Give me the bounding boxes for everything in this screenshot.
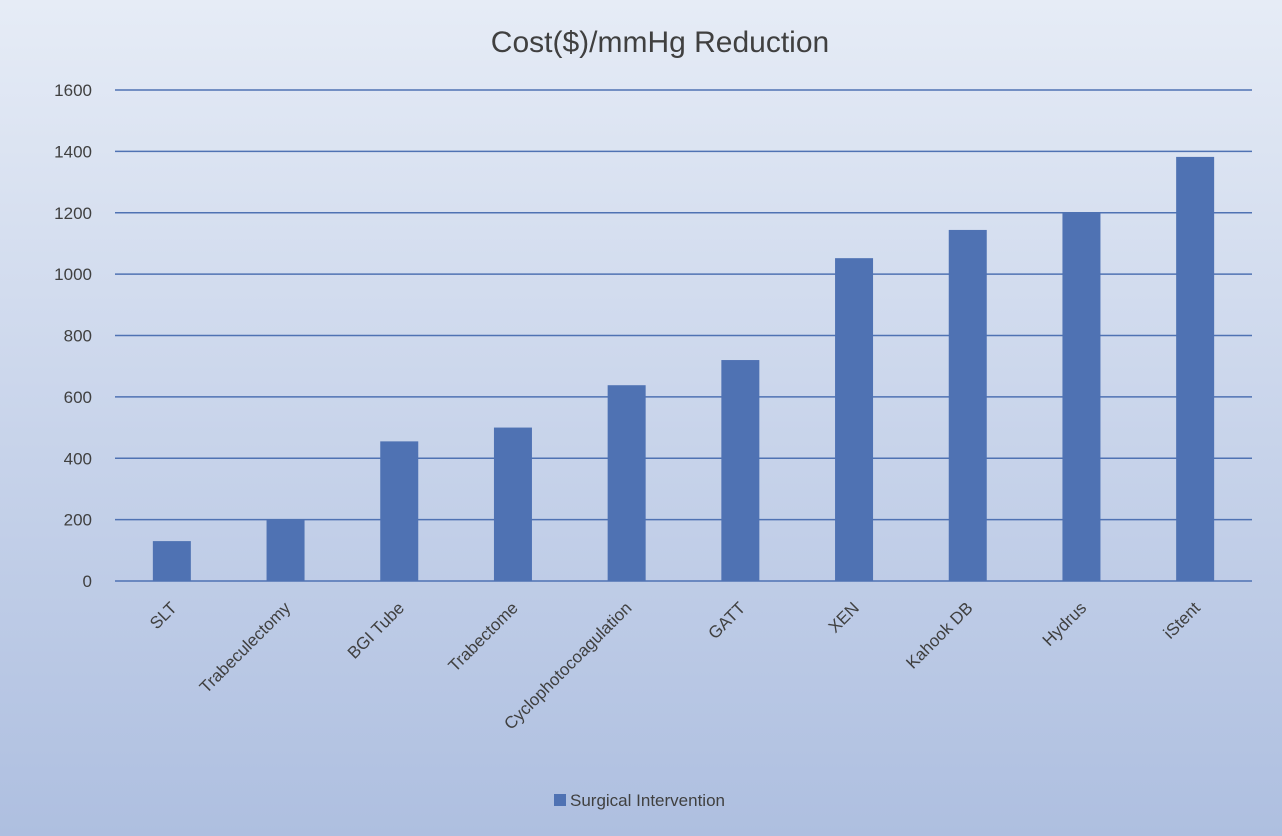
x-tick-label: Trabeculectomy <box>196 598 295 697</box>
x-tick-label: BGI Tube <box>344 598 408 662</box>
x-tick-label: Hydrus <box>1039 598 1091 650</box>
y-tick-label: 800 <box>64 327 92 346</box>
bar-kahook-db <box>948 229 987 581</box>
x-tick-label: Kahook DB <box>902 598 976 672</box>
bar-hydrus <box>1062 212 1101 581</box>
y-tick-label: 1400 <box>54 142 92 161</box>
legend: Surgical Intervention <box>554 791 725 810</box>
y-tick-label: 400 <box>64 449 92 468</box>
bar-trabeculectomy <box>266 519 305 581</box>
bar-bgi-tube <box>380 441 419 581</box>
x-tick-label: iStent <box>1160 598 1204 642</box>
x-axis-labels: SLT Trabeculectomy BGI Tube TrabectomeCyclo… <box>146 598 1204 733</box>
y-tick-label: 200 <box>64 511 92 530</box>
bars <box>152 156 1215 581</box>
chart-title: Cost($)/mmHg Reduction <box>491 26 829 59</box>
bar-trabectome <box>493 427 532 581</box>
bar-slt <box>152 541 191 581</box>
legend-swatch <box>554 794 566 806</box>
legend-label: Surgical Intervention <box>570 791 725 810</box>
x-tick-label: GATT <box>705 598 750 643</box>
bar-cyclophotocoagulation <box>607 385 646 581</box>
y-tick-label: 1600 <box>54 81 92 100</box>
y-tick-label: 1200 <box>54 204 92 223</box>
bar-xen <box>835 258 874 581</box>
x-tick-label: Cyclophotocoagulation <box>500 598 635 733</box>
x-tick-label: XEN <box>825 598 863 636</box>
x-tick-label: Trabectome <box>445 598 522 675</box>
y-axis-ticks: 0 200 400 600 800 1000 1200 1400 1600 <box>54 81 92 591</box>
x-tick-label: SLT <box>146 598 181 633</box>
y-tick-label: 0 <box>83 572 92 591</box>
bar-istent <box>1176 156 1215 581</box>
y-tick-label: 600 <box>64 388 92 407</box>
y-tick-label: 1000 <box>54 265 92 284</box>
bar-gatt <box>721 360 760 581</box>
